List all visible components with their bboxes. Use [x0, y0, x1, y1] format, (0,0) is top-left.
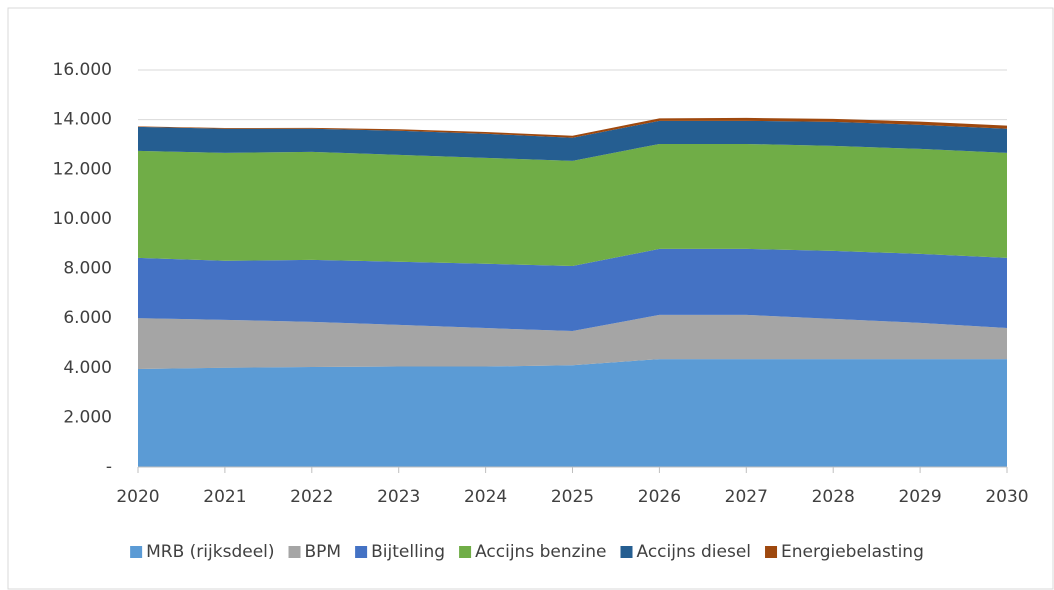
legend-swatch: [355, 546, 368, 558]
x-tick-label: 2027: [725, 487, 768, 507]
legend-label: BPM: [305, 542, 342, 562]
area: [138, 314, 1007, 369]
x-tick-label: 2030: [985, 487, 1028, 507]
x-tick-label: 2021: [203, 487, 246, 507]
y-tick-label: 14.000: [53, 110, 112, 130]
legend-label: Accijns diesel: [637, 542, 752, 562]
legend-swatch: [130, 546, 143, 558]
legend-swatch: [288, 546, 301, 558]
y-tick-label: 12.000: [53, 159, 112, 179]
area: [138, 143, 1007, 267]
legend-swatch: [620, 546, 633, 558]
area: [138, 248, 1007, 332]
legend-label: Bijtelling: [371, 542, 445, 562]
x-tick-label: 2028: [812, 487, 855, 507]
x-tick-label: 2024: [464, 487, 507, 507]
y-tick-label: -: [106, 457, 112, 477]
legend-swatch: [765, 546, 778, 558]
x-tick-label: 2022: [290, 487, 333, 507]
legend-label: MRB (rijksdeel): [146, 542, 274, 562]
y-tick-label: 4.000: [63, 358, 112, 378]
y-tick-label: 16.000: [53, 60, 112, 80]
y-tick-label: 8.000: [63, 259, 112, 279]
x-tick-label: 2025: [551, 487, 594, 507]
area: [138, 120, 1007, 161]
legend-label: Accijns benzine: [475, 542, 606, 562]
x-tick-label: 2026: [638, 487, 681, 507]
y-tick-label: 2.000: [63, 407, 112, 427]
x-tick-label: 2023: [377, 487, 420, 507]
legend-swatch: [459, 546, 472, 558]
area: [138, 359, 1007, 467]
x-tick-label: 2020: [116, 487, 159, 507]
x-tick-label: 2029: [898, 487, 941, 507]
y-tick-label: 6.000: [63, 308, 112, 328]
y-tick-label: 10.000: [53, 209, 112, 229]
legend-label: Energiebelasting: [781, 542, 924, 562]
area: [138, 117, 1007, 138]
